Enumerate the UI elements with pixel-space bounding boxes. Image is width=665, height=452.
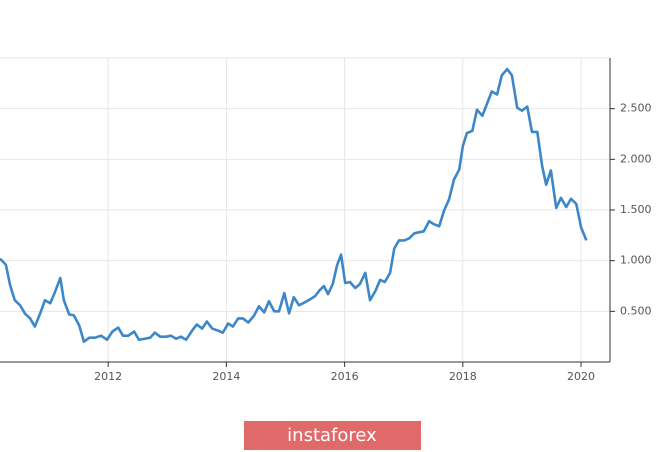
x-tick-label: 2014 <box>212 370 240 383</box>
x-tick-label: 2012 <box>94 370 122 383</box>
x-tick-label: 2018 <box>449 370 477 383</box>
x-tick-label: 2020 <box>567 370 595 383</box>
y-tick-label: 1.500 <box>620 203 652 216</box>
plot <box>0 67 588 344</box>
grid <box>0 58 610 362</box>
y-tick-label: 0.500 <box>620 304 652 317</box>
data-line <box>0 67 588 344</box>
logo-box <box>244 421 421 450</box>
logo: instaforex <box>287 425 377 446</box>
y-tick-label: 1.000 <box>620 254 652 267</box>
y-tick-label: 2.500 <box>620 102 652 115</box>
x-tick-label: 2016 <box>331 370 359 383</box>
y-tick-label: 2.000 <box>620 152 652 165</box>
